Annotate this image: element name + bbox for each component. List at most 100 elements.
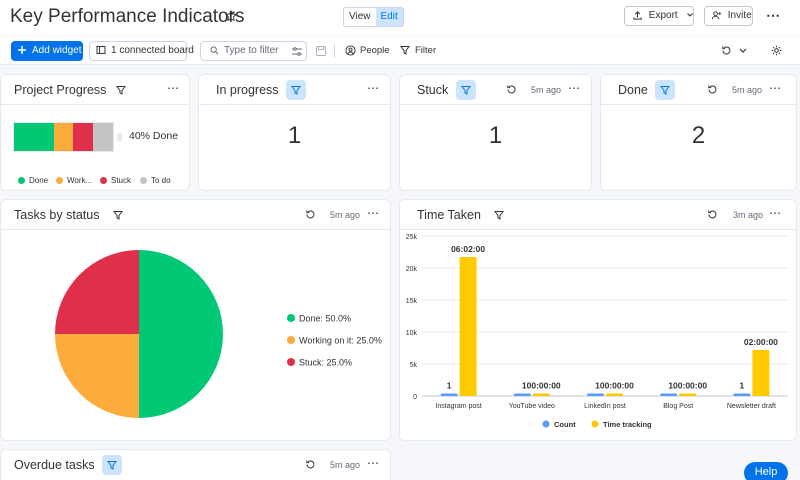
project-progress-widget: Project Progress ⋯ 40% Done Done Work...… <box>0 74 190 191</box>
filter-button[interactable]: Filter <box>400 41 436 61</box>
sliders-icon[interactable] <box>292 47 302 56</box>
pie-slice[interactable] <box>139 250 223 418</box>
refresh-icon[interactable] <box>721 45 732 56</box>
connected-board-button[interactable]: 1 connected board <box>89 41 194 61</box>
refresh-icon[interactable] <box>305 209 316 220</box>
view-edit-toggle: View Edit <box>343 7 404 27</box>
add-widget-button[interactable]: Add widget <box>11 41 83 61</box>
last-updated-label: 3m ago <box>733 210 764 220</box>
more-options-icon[interactable]: ⋯ <box>769 206 781 220</box>
legend-item-working: Work... <box>56 176 92 185</box>
filter-button[interactable] <box>286 80 306 100</box>
edit-toggle-button[interactable]: Edit <box>375 8 403 26</box>
bar-data-label: 1 <box>740 381 745 391</box>
invite-button[interactable]: Invite <box>704 6 753 26</box>
filter-icon <box>107 461 117 470</box>
more-options-icon[interactable]: ⋯ <box>167 81 179 95</box>
view-toggle-button[interactable]: View <box>349 11 371 22</box>
filter-search-input[interactable]: Type to filter <box>200 41 307 61</box>
filter-button[interactable] <box>456 80 476 100</box>
y-tick-label: 10k <box>406 330 418 337</box>
save-icon[interactable] <box>316 46 326 56</box>
filter-icon <box>461 86 471 95</box>
widget-title: Overdue tasks <box>14 458 95 472</box>
widget-header-divider <box>400 229 796 230</box>
y-tick-label: 0 <box>413 394 417 401</box>
more-options-icon[interactable]: ⋯ <box>766 7 780 23</box>
bar-count[interactable] <box>513 393 531 397</box>
refresh-icon[interactable] <box>506 84 517 95</box>
progress-battery-bar <box>13 122 114 152</box>
search-icon <box>210 46 219 55</box>
refresh-icon[interactable] <box>305 459 316 470</box>
filter-icon <box>400 46 410 56</box>
bar-count[interactable] <box>440 393 458 397</box>
bar-data-label: 06:02:00 <box>451 244 485 254</box>
more-options-icon[interactable]: ⋯ <box>769 81 781 95</box>
settings-gear-icon[interactable] <box>771 45 782 56</box>
more-options-icon[interactable]: ⋯ <box>367 81 379 95</box>
filter-icon[interactable] <box>116 85 126 95</box>
filter-icon <box>660 86 670 95</box>
y-tick-label: 15k <box>406 298 418 305</box>
bar-count[interactable] <box>660 393 678 397</box>
bar-time-tracking[interactable] <box>532 393 550 397</box>
bar-time-tracking[interactable] <box>679 393 697 397</box>
widget-header-divider <box>199 104 390 105</box>
legend-dot <box>18 177 25 184</box>
progress-segment-working <box>53 123 74 151</box>
refresh-icon[interactable] <box>707 209 718 220</box>
refresh-icon[interactable] <box>707 84 718 95</box>
bar-count[interactable] <box>587 393 604 397</box>
bar-data-label: 100:00:00 <box>595 381 634 391</box>
time-taken-widget: Time Taken 3m ago ⋯ 0 5k 10k 15k 20k 25k Insta… <box>399 199 797 441</box>
bar-time-tracking[interactable] <box>606 393 623 397</box>
progress-percent-label: 40% Done <box>129 130 179 142</box>
more-options-icon[interactable]: ⋯ <box>367 206 379 220</box>
pie-legend-dot <box>287 336 295 344</box>
pie-slice[interactable] <box>55 334 139 418</box>
filter-placeholder: Type to filter <box>224 45 279 56</box>
last-updated-label: 5m ago <box>330 460 361 470</box>
pie-legend-label: Stuck: 25.0% <box>299 358 352 368</box>
progress-segment-stuck <box>73 123 94 151</box>
export-button[interactable]: Export <box>624 6 694 26</box>
pie-slice[interactable] <box>55 250 139 334</box>
chevron-down-icon <box>687 13 694 18</box>
x-tick-label: Blog Post <box>663 403 693 410</box>
invite-label: Invite <box>727 10 752 21</box>
battery-cap <box>117 133 122 141</box>
pie-legend-dot <box>287 314 295 322</box>
y-tick-label: 5k <box>410 362 418 369</box>
filter-button[interactable] <box>102 455 122 475</box>
upload-icon <box>633 10 642 20</box>
bar-chart: 0 5k 10k 15k 20k 25k Instagram post 1 06:02:00 Yo… <box>406 234 788 429</box>
add-person-icon <box>711 11 722 20</box>
legend-item-stuck: Stuck <box>100 176 131 185</box>
bar-legend-dot <box>591 420 599 428</box>
y-tick-label: 20k <box>406 266 418 273</box>
filter-icon[interactable] <box>113 210 123 220</box>
chevron-down-icon[interactable] <box>739 48 747 54</box>
legend-item-done: Done <box>18 176 48 185</box>
filter-button[interactable] <box>655 80 675 100</box>
filter-icon[interactable] <box>494 210 504 220</box>
bar-legend-label: Time tracking <box>603 420 652 429</box>
more-options-icon[interactable]: ⋯ <box>568 81 580 95</box>
stuck-widget: Stuck 5m ago ⋯ 1 <box>399 74 592 191</box>
bar-time-tracking[interactable] <box>752 349 770 396</box>
more-options-icon[interactable]: ⋯ <box>367 456 379 470</box>
bar-count[interactable] <box>733 393 751 397</box>
help-button[interactable]: Help <box>744 462 788 480</box>
widget-title: Time Taken <box>417 208 481 222</box>
bar-time-tracking[interactable] <box>459 256 477 396</box>
export-label: Export <box>648 10 678 21</box>
in-progress-widget: In progress ⋯ 1 <box>198 74 391 191</box>
bar-data-label: 1 <box>447 381 452 391</box>
pie-legend-label: Working on it: 25.0% <box>299 336 382 346</box>
plus-icon <box>18 46 26 55</box>
people-label: People <box>360 45 390 56</box>
bar-legend-dot <box>542 420 550 428</box>
people-filter-button[interactable]: People <box>345 41 390 61</box>
star-icon[interactable] <box>224 9 238 23</box>
